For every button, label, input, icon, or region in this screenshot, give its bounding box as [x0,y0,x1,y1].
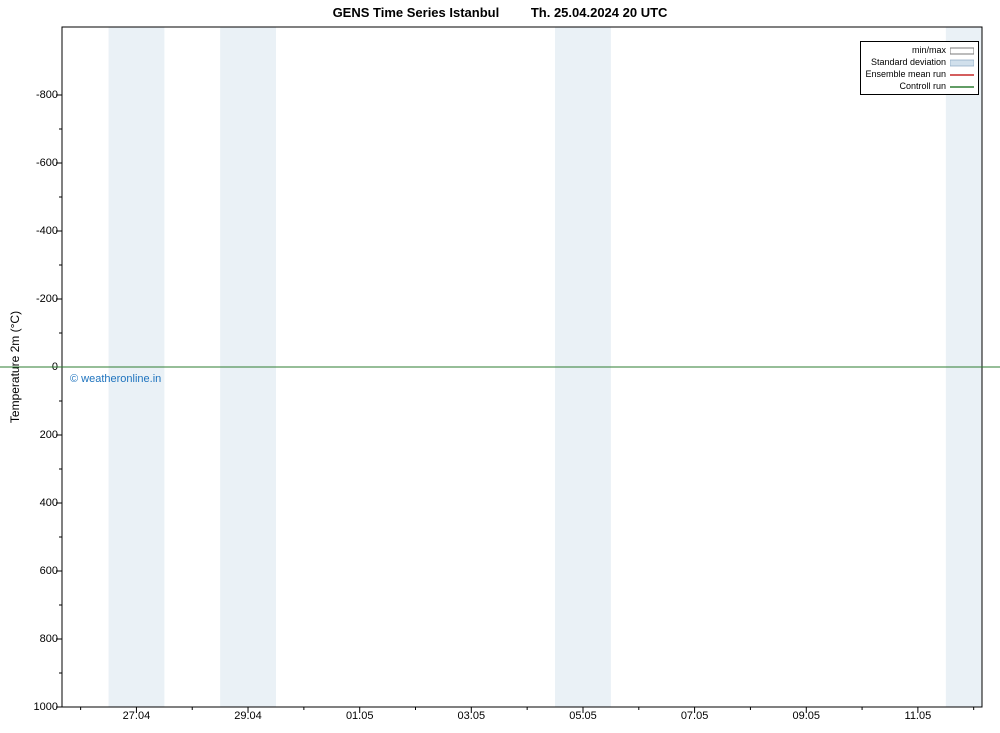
legend-item: Standard deviation [865,56,974,68]
watermark-text: © weatheronline.in [70,373,161,385]
legend-swatch [950,58,974,66]
legend-item: Ensemble mean run [865,68,974,80]
legend-swatch [950,70,974,78]
chart-root: GENS Time Series Istanbul Th. 25.04.2024… [0,0,1000,733]
legend-swatch [950,82,974,90]
legend-swatch [950,46,974,54]
legend-label: Standard deviation [865,56,946,68]
legend-item: Controll run [865,80,974,92]
watermark: © weatheronline.in [70,373,161,385]
legend-label: Ensemble mean run [865,68,946,80]
plot-area [0,0,1000,733]
legend-label: Controll run [865,80,946,92]
legend-label: min/max [865,44,946,56]
legend-item: min/max [865,44,974,56]
legend: min/maxStandard deviationEnsemble mean r… [860,41,979,95]
